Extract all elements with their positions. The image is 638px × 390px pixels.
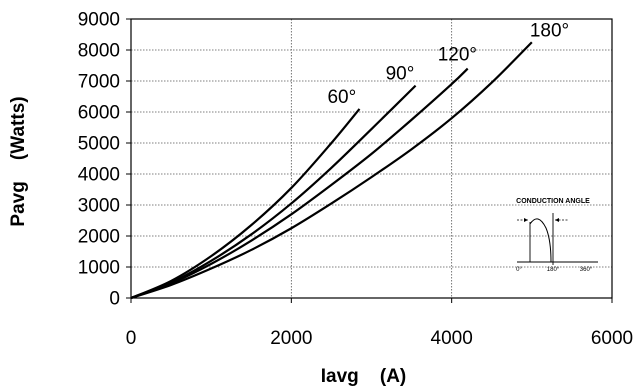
series-line-120-deg [130, 67, 469, 300]
conduction-angle-inset: CONDUCTION ANGLE 0° 180° 360° [516, 198, 598, 273]
series-line-60-deg [130, 108, 361, 300]
x-tick-label: 2000 [270, 328, 312, 349]
series-label-90-deg: 90° [386, 64, 415, 85]
labels-layer: 0 1000 2000 3000 4000 5000 6000 7000 8000 9000 0 20… [78, 10, 633, 350]
y-tick-label: 6000 [78, 103, 120, 124]
series-label-180-deg: 180° [530, 20, 569, 41]
x-tick-label: 4000 [431, 328, 473, 349]
inset-label-360-degrees: 360° [580, 267, 593, 273]
y-tick-label: 7000 [78, 72, 120, 93]
inset-arrowhead-right [555, 218, 559, 222]
inset-waveform [529, 218, 552, 263]
inset-label-180-degrees: 180° [547, 267, 560, 273]
y-tick-label: 1000 [78, 258, 120, 279]
y-tick-label: 0 [109, 289, 120, 310]
series-line-180-deg [130, 41, 533, 300]
series-label-120-deg: 120° [438, 45, 477, 66]
y-tick-label: 3000 [78, 196, 120, 217]
y-tick-label: 9000 [78, 10, 120, 31]
x-tick-label: 0 [126, 328, 137, 349]
x-tick-label: 6000 [591, 328, 633, 349]
plot-frame [130, 18, 613, 299]
series-line-90-deg [130, 84, 417, 300]
y-axis-title: Pavg (Watts) [8, 96, 29, 226]
y-tick-label: 2000 [78, 227, 120, 248]
y-tick-label: 5000 [78, 134, 120, 155]
series-label-60-deg: 60° [327, 87, 356, 108]
x-axis-title: Iavg (A) [321, 366, 407, 387]
conduction-waveform-icon [517, 213, 598, 265]
series-layer [130, 41, 533, 300]
y-tick-label: 4000 [78, 165, 120, 186]
inset-label-0-degrees: 0° [516, 267, 522, 273]
y-tick-label: 8000 [78, 41, 120, 62]
inset-title: CONDUCTION ANGLE [516, 198, 590, 205]
inset-arrowhead-left [524, 218, 528, 222]
axes-layer [126, 18, 613, 303]
grid-layer [131, 19, 612, 298]
